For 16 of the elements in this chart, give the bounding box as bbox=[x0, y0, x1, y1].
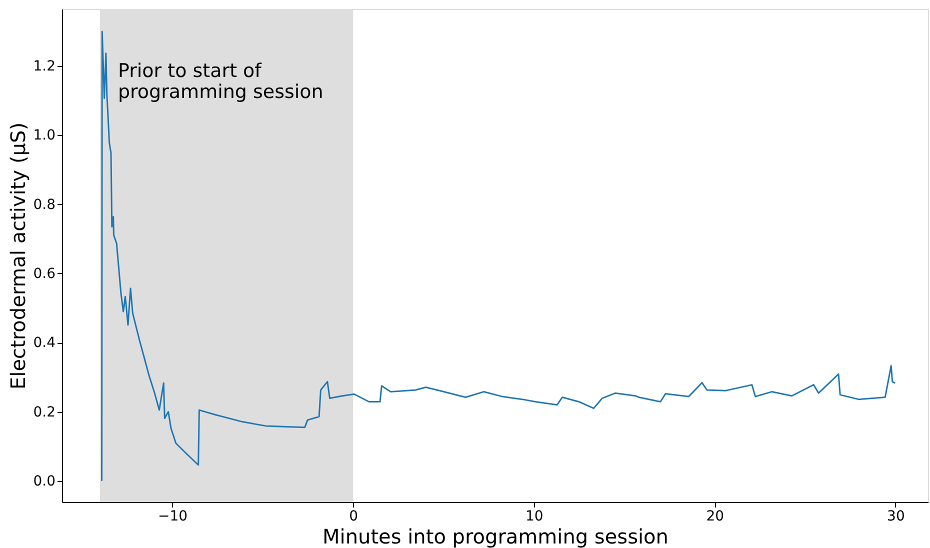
x-tick-label: 0 bbox=[349, 508, 358, 524]
y-tick-label: 0.6 bbox=[33, 266, 56, 282]
line-series bbox=[101, 30, 896, 482]
y-axis-title: Electrodermal activity (µS) bbox=[6, 122, 30, 390]
y-tick-label: 0.8 bbox=[33, 196, 56, 213]
x-tick-label: −10 bbox=[158, 508, 188, 524]
y-tick-label: 0.2 bbox=[33, 404, 56, 420]
x-tick-label: 20 bbox=[706, 508, 724, 524]
x-tick-label: 30 bbox=[887, 508, 905, 524]
y-tick-label: 1.2 bbox=[33, 58, 56, 75]
y-tick-label: 0.0 bbox=[33, 473, 56, 490]
x-tick-label: 10 bbox=[525, 508, 544, 524]
y-tick-label: 1.0 bbox=[33, 128, 56, 144]
y-tick-label: 0.4 bbox=[33, 335, 56, 352]
x-axis-title: Minutes into programming session bbox=[322, 524, 668, 548]
band-label: Prior to start of programming session bbox=[118, 60, 324, 103]
